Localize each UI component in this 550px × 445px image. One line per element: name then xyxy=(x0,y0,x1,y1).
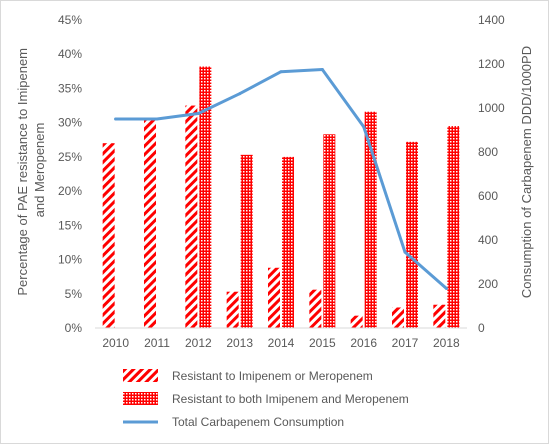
x-tick-label: 2013 xyxy=(226,336,253,350)
legend-label-resistant-either: Resistant to Imipenem or Meropenem xyxy=(172,369,373,383)
right-tick-label: 200 xyxy=(478,277,498,291)
line-total-consumption xyxy=(114,68,448,290)
line-point-consumption xyxy=(238,92,242,96)
left-axis-title-line-2: and Meropenem xyxy=(32,123,47,218)
left-tick-label: 15% xyxy=(58,218,82,232)
bar-resistant-both xyxy=(364,111,377,329)
left-tick-label: 10% xyxy=(58,253,82,267)
left-tick-label: 20% xyxy=(58,184,82,198)
line-point-consumption xyxy=(155,117,159,121)
legend-swatch-resistant-either xyxy=(123,369,158,382)
bar-resistant-either xyxy=(102,143,115,328)
bar-resistant-either xyxy=(226,291,239,328)
left-tick-label: 0% xyxy=(65,321,83,335)
right-tick-label: 400 xyxy=(478,233,498,247)
right-tick-label: 600 xyxy=(478,189,498,203)
x-tick-label: 2018 xyxy=(433,336,460,350)
bar-resistant-both xyxy=(199,66,212,328)
left-tick-label: 40% xyxy=(58,47,82,61)
x-axis: 2010 2011 2012 2013 2014 2015 2016 2017 2018 xyxy=(95,327,467,350)
bar-resistant-both xyxy=(240,154,253,328)
x-tick-label: 2015 xyxy=(309,336,336,350)
line-point-consumption xyxy=(320,68,324,71)
bar-resistant-either xyxy=(392,307,404,328)
left-tick-label: 30% xyxy=(58,116,82,130)
x-tick-label: 2017 xyxy=(392,336,419,350)
right-tick-label: 0 xyxy=(478,321,485,335)
bar-resistant-both xyxy=(282,156,294,328)
bar-resistant-both xyxy=(447,126,460,328)
line-point-consumption xyxy=(444,286,448,290)
left-axis-title: Percentage of PAE resistance to Imipenem… xyxy=(15,44,47,295)
x-tick-label: 2010 xyxy=(102,336,129,350)
line-point-consumption xyxy=(362,125,366,129)
x-tick-label: 2014 xyxy=(268,336,295,350)
legend: Resistant to Imipenem or Meropenem Resis… xyxy=(123,369,409,429)
x-tick-label: 2012 xyxy=(185,336,212,350)
left-axis-title-line-1: Percentage of PAE resistance to Imipenem xyxy=(15,48,30,296)
bar-resistant-either xyxy=(144,119,156,328)
left-axis: 0% 5% 10% 15% 20% 25% 30% 35% 40% 45% xyxy=(58,13,82,335)
line-point-consumption xyxy=(114,117,118,121)
legend-label-consumption: Total Carbapenem Consumption xyxy=(172,415,344,429)
left-tick-label: 5% xyxy=(65,287,83,301)
right-axis: 0 200 400 600 800 1000 1200 1400 xyxy=(478,13,505,335)
right-tick-label: 1200 xyxy=(478,57,505,71)
left-tick-label: 25% xyxy=(58,150,82,164)
line-point-consumption xyxy=(279,70,283,74)
left-tick-label: 35% xyxy=(58,81,82,95)
bar-resistant-both xyxy=(323,134,336,328)
legend-swatch-resistant-both xyxy=(123,392,158,405)
bar-resistant-either xyxy=(268,267,280,328)
bar-resistant-both xyxy=(406,141,418,328)
left-tick-label: 45% xyxy=(58,13,82,27)
right-tick-label: 800 xyxy=(478,145,498,159)
x-tick-label: 2011 xyxy=(144,336,170,350)
bar-resistant-either xyxy=(309,289,322,328)
legend-label-resistant-both: Resistant to both Imipenem and Meropenem xyxy=(172,392,409,406)
line-point-consumption xyxy=(403,250,407,254)
bar-resistant-either xyxy=(433,304,446,328)
x-tick-label: 2016 xyxy=(350,336,377,350)
bar-resistant-either xyxy=(350,315,363,328)
right-tick-label: 1000 xyxy=(478,101,505,115)
plot-area xyxy=(102,66,460,329)
right-tick-label: 1400 xyxy=(478,13,505,27)
bar-resistant-either xyxy=(185,105,198,328)
right-axis-title: Consumption of Carbapenem DDD/1000PD xyxy=(519,46,534,298)
line-point-consumption xyxy=(196,112,200,115)
